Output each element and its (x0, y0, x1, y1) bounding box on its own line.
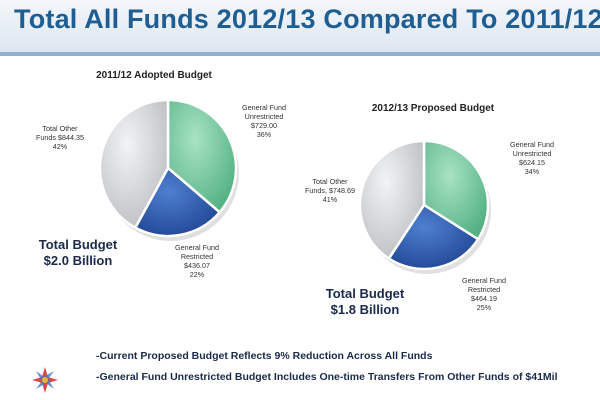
note-reduction: -Current Proposed Budget Reflects 9% Red… (96, 350, 433, 362)
pie-slice (98, 98, 170, 230)
title-band (0, 0, 600, 52)
slice-label: Total Other Funds $844.35 42% (36, 124, 84, 151)
slice-label: General Fund Restricted $464.19 25% (462, 276, 506, 312)
pie-slice (387, 203, 480, 271)
slice-label: General Fund Unrestricted $729.00 36% (242, 103, 286, 139)
slice-label: General Fund Unrestricted $624.15 34% (510, 140, 554, 176)
slice-label: Total Other Funds, $748.69 41% (305, 177, 355, 204)
district-logo-icon (32, 367, 58, 393)
pie-slice (358, 139, 426, 261)
chart-title: 2012/13 Proposed Budget (372, 103, 495, 114)
total-budget-label: Total Budget $1.8 Billion (326, 286, 405, 317)
pie-slice (166, 98, 238, 215)
total-budget-label: Total Budget $2.0 Billion (39, 237, 118, 268)
pie-slice (133, 166, 222, 238)
title-rule (0, 52, 600, 56)
note-transfers: -General Fund Unrestricted Budget Includ… (96, 371, 558, 383)
slice-label: General Fund Restricted $436.07 22% (175, 243, 219, 279)
chart-title: 2011/12 Adopted Budget (96, 70, 212, 81)
page-title: Total All Funds 2012/13 Compared To 2011… (14, 4, 600, 34)
notes: -Current Proposed Budget Reflects 9% Red… (96, 350, 558, 392)
